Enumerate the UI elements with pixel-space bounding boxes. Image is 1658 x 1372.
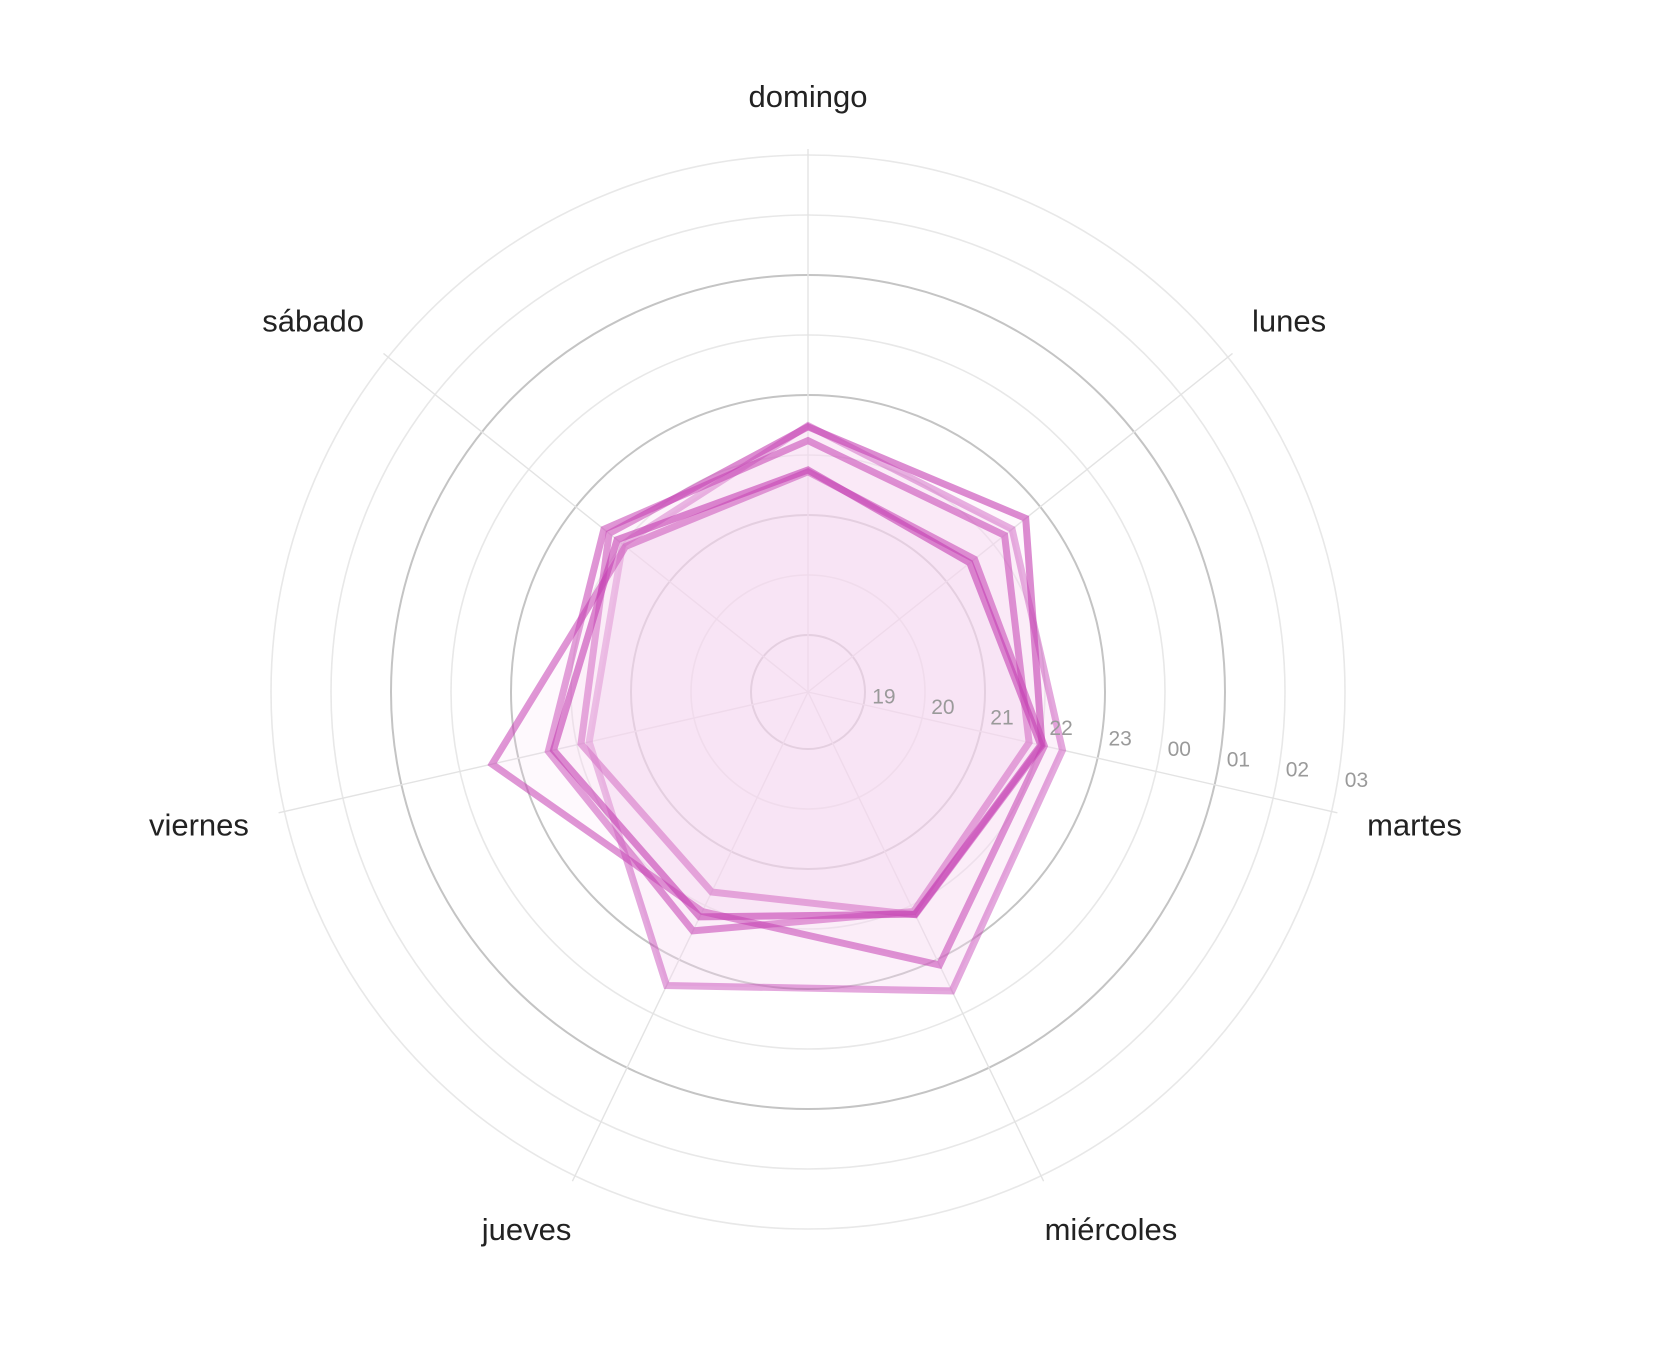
radar-spoke: [807, 691, 1338, 814]
radar-spoke: [278, 691, 809, 814]
radar-spokes: [278, 149, 1338, 1182]
tick-label: 02: [1286, 759, 1309, 782]
radar-series-group: [487, 421, 1067, 995]
radar-spoke: [383, 352, 809, 693]
series-line-2: [577, 422, 1046, 919]
radar-spoke: [571, 691, 809, 1182]
axis-label: miércoles: [1045, 1212, 1178, 1247]
radar-tick-labels: 19 20 21 22 23 00 01 02 03: [872, 686, 1368, 793]
axis-label: lunes: [1252, 303, 1326, 338]
tick-label: 20: [931, 696, 954, 719]
tick-label: 22: [1049, 717, 1072, 740]
radar-axis-labels: domingo lunes martes miércoles jueves viernes…: [149, 79, 1462, 1247]
tick-label: 23: [1109, 727, 1132, 750]
axis-label: domingo: [749, 79, 868, 114]
radar-spoke: [807, 352, 1233, 693]
tick-label: 21: [990, 707, 1013, 730]
series-line-3: [544, 436, 1033, 935]
axis-label: sábado: [262, 303, 364, 338]
axis-label: viernes: [149, 808, 249, 843]
axis-label: martes: [1367, 808, 1462, 843]
tick-label: 00: [1168, 738, 1191, 761]
series-line-5: [549, 466, 1045, 921]
tick-label: 03: [1345, 769, 1368, 792]
axis-label: jueves: [481, 1212, 572, 1247]
radar-spoke: [807, 691, 1045, 1182]
series-line-1: [585, 421, 1067, 995]
tick-label: 19: [872, 686, 895, 709]
tick-label: 01: [1227, 748, 1250, 771]
